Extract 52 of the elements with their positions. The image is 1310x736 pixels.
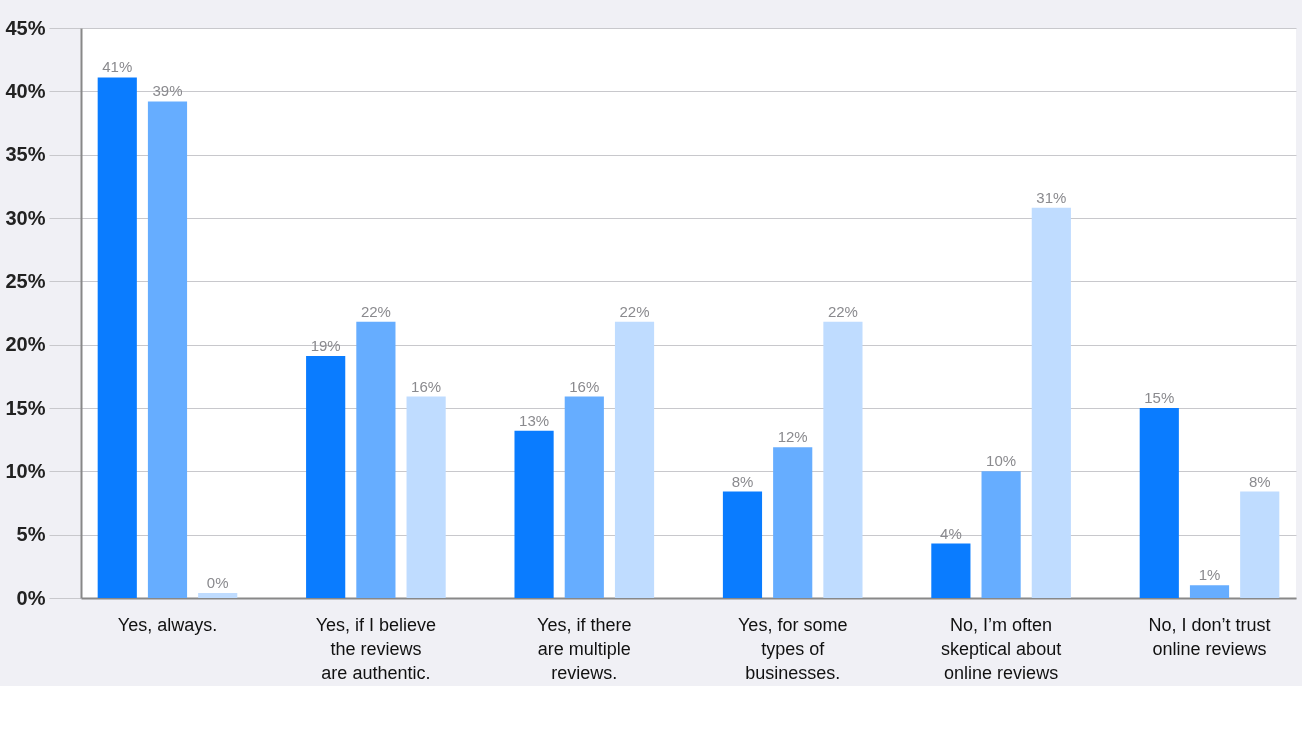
data-label: 0% [206,573,229,591]
data-label: 39% [152,82,183,100]
y-tick-label: 10% [5,459,46,482]
bar [773,447,813,598]
bar [356,321,396,598]
x-tick-label: Yes, for some types of businesses. [738,614,848,683]
y-tick-label: 40% [5,79,46,102]
bar [931,543,971,598]
y-tick-label: 30% [5,206,46,229]
y-tick-label: 45% [5,16,46,39]
x-tick-label: No, I’m often skeptical about online reviews [941,614,1062,683]
bar [1240,491,1280,598]
y-tick-label: 15% [5,396,46,419]
data-label: 41% [102,58,133,76]
data-label: 15% [1144,389,1175,406]
data-label: 31% [1036,188,1067,206]
bar [981,471,1021,598]
data-label: 10% [986,452,1017,470]
data-label: 16% [569,377,600,395]
bar [306,356,346,598]
data-label: 22% [360,302,391,320]
data-label: 12% [777,428,808,446]
y-tick-label: 25% [5,269,46,292]
x-tick-label: No, I don’t trust online reviews [1148,614,1271,659]
bar [1189,585,1230,598]
x-tick-label: Yes, always. [117,614,218,635]
data-label: 22% [827,302,858,320]
data-label: 8% [1248,472,1271,490]
x-tick-label: Yes, if I believe the reviews are authentic. [315,614,437,683]
bar [614,321,655,598]
data-label: 19% [310,337,341,355]
y-tick-label: 0% [16,586,46,609]
bar [1139,408,1179,598]
bar [406,396,446,598]
data-label: 1% [1198,566,1221,584]
y-tick-label: 20% [5,333,46,356]
bar [97,77,137,598]
bar [823,321,863,598]
data-label: 4% [940,524,962,542]
bar [564,396,604,598]
data-label: 8% [731,472,754,490]
y-tick-label: 35% [5,143,46,166]
bar [722,491,763,598]
bar [198,592,238,598]
bar [1031,207,1071,598]
bar [147,101,188,598]
data-label: 13% [519,411,550,429]
x-tick-label: Yes, if there are multiple reviews. [537,614,632,683]
data-label: 22% [619,302,650,320]
data-label: 16% [411,377,442,395]
bar [514,430,554,598]
y-tick-label: 5% [16,523,46,546]
